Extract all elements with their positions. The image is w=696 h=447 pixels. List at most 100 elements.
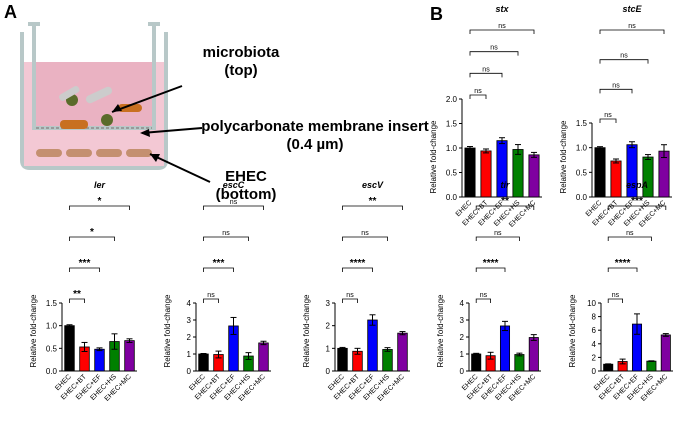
y-tick-label: 2 [326,322,331,331]
y-tick-label: 2 [592,353,597,362]
significance-bracket [607,298,623,303]
significance-label: ns [230,199,238,206]
bar [94,348,105,372]
y-tick-label: 3 [187,316,192,325]
significance-bracket [69,236,115,241]
error-bar [661,144,667,159]
panel-label: A [4,2,17,22]
y-tick-label: 3 [460,316,465,325]
y-tick-label: 3 [326,299,331,308]
significance-label: ns [604,112,612,119]
significance-label: *** [631,196,643,207]
y-axis-label: Relative fold-change [436,294,445,367]
error-bar [215,350,222,359]
y-tick-label: 1.0 [576,144,588,153]
error-bar [81,341,88,353]
chart-title: stx [495,4,509,14]
y-tick-label: 4 [592,340,597,349]
chart-title: escC [223,180,245,190]
error-bar [339,346,346,350]
error-bar [487,351,494,360]
significance-bracket [469,72,503,78]
significance-label: * [90,227,94,238]
error-bar [245,352,252,360]
error-bar [96,347,103,352]
y-axis-label: Relative fold-change [559,120,568,193]
significance-label: ns [612,82,620,89]
bar [480,150,492,198]
y-tick-label: 0.0 [576,193,588,202]
error-bar [66,324,73,328]
significance-label: ns [207,292,215,299]
y-tick-label: 0.0 [446,193,458,202]
y-tick-label: 0.0 [46,367,58,376]
bar [642,156,654,198]
chart-title: escV [362,180,384,190]
error-bar [126,338,133,343]
error-bar [384,347,391,352]
significance-label: ns [494,230,502,237]
significance-label: * [98,196,102,207]
chart-title: tir [501,180,510,190]
significance-label: ns [361,230,369,237]
error-bar [634,313,640,335]
bar [660,334,671,372]
significance-bracket [599,59,649,64]
chart-title: espA [626,180,648,190]
significance-bracket [342,267,373,272]
significance-label: ** [501,196,509,207]
y-tick-label: 0.5 [446,169,458,178]
y-axis-label: Relative fold-change [429,120,438,193]
significance-label: ns [612,292,620,299]
significance-bracket [607,236,652,241]
significance-label: ns [482,66,490,73]
significance-bracket [69,205,130,210]
significance-bracket [599,29,665,34]
error-bar [605,363,612,366]
significance-label: *** [213,258,225,269]
error-bar [200,352,207,356]
y-tick-label: 0 [592,367,597,376]
chart-title: stcE [622,4,642,14]
error-bar [531,151,537,158]
error-bar [515,144,521,155]
significance-bracket [203,236,249,241]
significance-label: **** [350,258,366,269]
significance-bracket [203,267,234,272]
significance-bracket [469,94,487,99]
significance-bracket [342,298,358,303]
bar [528,154,540,198]
significance-label: ** [369,196,377,207]
bar [514,354,525,372]
error-bar [260,340,267,346]
significance-bracket [475,298,491,303]
significance-bracket [69,298,85,303]
significance-label: ns [474,88,482,95]
error-bar [530,334,537,341]
significance-bracket [607,267,638,272]
significance-bracket [203,205,264,210]
y-axis-label: Relative fold-change [302,294,311,367]
y-axis-label: Relative fold-change [568,294,577,367]
y-tick-label: 0.5 [46,344,58,353]
error-bar [645,154,651,161]
bar [499,325,511,372]
error-bar [467,146,473,150]
error-bar [502,320,508,332]
error-bar [354,347,361,355]
bar [603,363,614,372]
bar [124,340,135,372]
error-bar [613,158,619,164]
significance-label: ns [628,23,636,30]
bar [258,342,269,372]
microbiota-label: microbiota (top) [202,44,280,79]
y-tick-label: 0 [460,367,465,376]
error-bar [629,141,635,149]
significance-bracket [342,205,403,210]
y-tick-label: 8 [592,313,597,322]
y-tick-label: 1 [187,350,192,359]
significance-bracket [342,236,388,241]
significance-label: ns [626,230,634,237]
significance-bracket [607,205,667,210]
y-tick-label: 1.0 [446,144,458,153]
